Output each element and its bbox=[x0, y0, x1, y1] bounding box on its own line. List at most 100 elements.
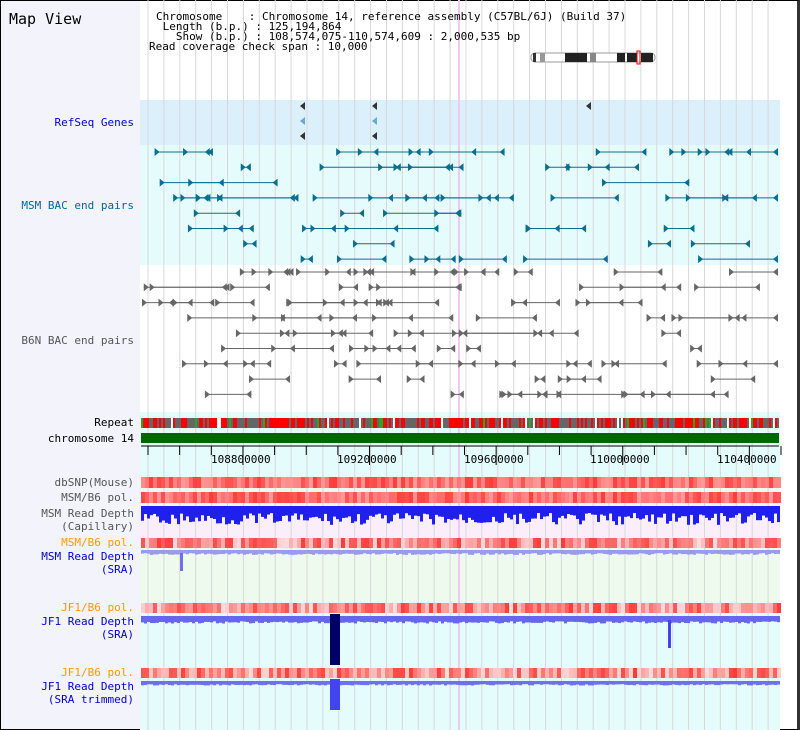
repeat-seg bbox=[605, 418, 607, 428]
bac-end bbox=[224, 283, 230, 292]
heat-cell bbox=[613, 603, 617, 613]
bac-end bbox=[663, 224, 669, 233]
heat-cell bbox=[241, 538, 245, 548]
heat-cell bbox=[525, 538, 529, 548]
track-label-msm-cap[interactable]: MSM Read Depth bbox=[41, 507, 134, 520]
depth-bar bbox=[453, 550, 456, 555]
depth-bar bbox=[159, 681, 162, 685]
heat-cell bbox=[249, 538, 253, 548]
bac-end bbox=[661, 359, 667, 368]
depth-bar bbox=[675, 506, 678, 522]
heat-cell bbox=[161, 492, 165, 503]
bac-end bbox=[264, 283, 270, 292]
bac-end bbox=[580, 375, 586, 384]
depth-bar bbox=[297, 616, 300, 624]
depth-bar bbox=[228, 550, 231, 555]
heat-cell bbox=[537, 668, 541, 678]
heat-cell bbox=[149, 492, 153, 503]
heat-cell bbox=[649, 603, 653, 613]
heat-cell bbox=[765, 538, 769, 548]
heat-cell bbox=[621, 477, 625, 488]
depth-bar bbox=[681, 681, 684, 685]
heat-cell bbox=[501, 668, 505, 678]
heat-cell bbox=[661, 603, 665, 613]
depth-bar bbox=[660, 550, 663, 554]
bac-end bbox=[251, 268, 257, 276]
depth-bar bbox=[426, 506, 429, 515]
bac-end bbox=[345, 268, 351, 276]
depth-bar bbox=[273, 506, 276, 523]
depth-bar bbox=[759, 616, 762, 623]
repeat-seg bbox=[533, 418, 535, 428]
depth-bar bbox=[582, 616, 585, 623]
track-label-jf1-pol-2[interactable]: JF1/B6 pol. bbox=[61, 666, 134, 679]
repeat-seg bbox=[363, 418, 365, 428]
depth-bar bbox=[207, 616, 210, 622]
depth-bar bbox=[417, 681, 420, 686]
heat-cell bbox=[653, 477, 657, 488]
repeat-seg bbox=[639, 418, 641, 428]
track-label-dbsnp[interactable]: dbSNP(Mouse) bbox=[54, 476, 134, 489]
track-label-b6n-bac[interactable]: B6N BAC end pairs bbox=[21, 334, 134, 347]
depth-bar bbox=[390, 550, 393, 554]
track-label-jf1-sra[interactable]: JF1 Read Depth bbox=[41, 615, 134, 628]
depth-bar bbox=[549, 616, 552, 623]
depth-bar bbox=[462, 550, 465, 554]
track-label-jf1-pol[interactable]: JF1/B6 pol. bbox=[61, 601, 134, 614]
heat-cell bbox=[533, 492, 537, 503]
heat-cell bbox=[169, 668, 173, 678]
depth-peak bbox=[330, 679, 340, 710]
track-label-msm-pol[interactable]: MSM/B6 pol. bbox=[61, 491, 134, 504]
track-label-msm-bac[interactable]: MSM BAC end pairs bbox=[21, 199, 134, 212]
depth-bar bbox=[327, 506, 330, 522]
depth-bar bbox=[180, 616, 183, 622]
depth-bar bbox=[633, 616, 636, 622]
repeat-seg bbox=[157, 418, 159, 428]
heat-cell bbox=[553, 492, 557, 503]
track-label-refseq[interactable]: RefSeq Genes bbox=[54, 116, 134, 129]
heat-cell bbox=[525, 668, 529, 678]
heat-cell bbox=[481, 492, 485, 503]
heat-cell bbox=[557, 538, 561, 548]
heat-cell bbox=[385, 538, 389, 548]
heat-cell bbox=[565, 603, 569, 613]
depth-bar bbox=[546, 681, 549, 685]
heat-cell bbox=[625, 477, 629, 488]
track-label-msm-sra[interactable]: MSM Read Depth bbox=[41, 550, 134, 563]
depth-bar bbox=[327, 616, 330, 624]
depth-bar bbox=[294, 506, 297, 514]
depth-bar bbox=[162, 616, 165, 622]
repeat-seg bbox=[439, 418, 441, 428]
heat-cell bbox=[257, 603, 261, 613]
repeat-seg bbox=[373, 418, 375, 428]
depth-bar bbox=[582, 550, 585, 555]
heat-cell bbox=[309, 538, 313, 548]
heat-cell bbox=[365, 668, 369, 678]
heat-cell bbox=[725, 668, 729, 678]
heat-cell bbox=[381, 668, 385, 678]
depth-bar bbox=[489, 506, 492, 523]
depth-bar bbox=[648, 506, 651, 522]
heat-cell bbox=[169, 538, 173, 548]
depth-bar bbox=[258, 550, 261, 554]
depth-bar bbox=[495, 550, 498, 554]
repeat-seg bbox=[201, 418, 203, 428]
heat-cell bbox=[613, 477, 617, 488]
heat-cell bbox=[517, 668, 521, 678]
depth-bar bbox=[777, 506, 780, 523]
heat-cell bbox=[565, 492, 569, 503]
heat-cell bbox=[145, 477, 149, 488]
heat-cell bbox=[413, 538, 417, 548]
heat-cell bbox=[597, 492, 601, 503]
bac-end bbox=[376, 298, 382, 307]
track-label-msm-pol-2[interactable]: MSM/B6 pol. bbox=[61, 536, 134, 549]
heat-cell bbox=[629, 538, 633, 548]
depth-bar bbox=[492, 550, 495, 555]
depth-bar bbox=[648, 616, 651, 623]
repeat-seg bbox=[223, 418, 225, 428]
depth-bar bbox=[306, 550, 309, 554]
depth-bar bbox=[201, 681, 204, 686]
repeat-seg bbox=[415, 418, 417, 428]
track-label-jf1-trim[interactable]: JF1 Read Depth bbox=[41, 680, 134, 693]
